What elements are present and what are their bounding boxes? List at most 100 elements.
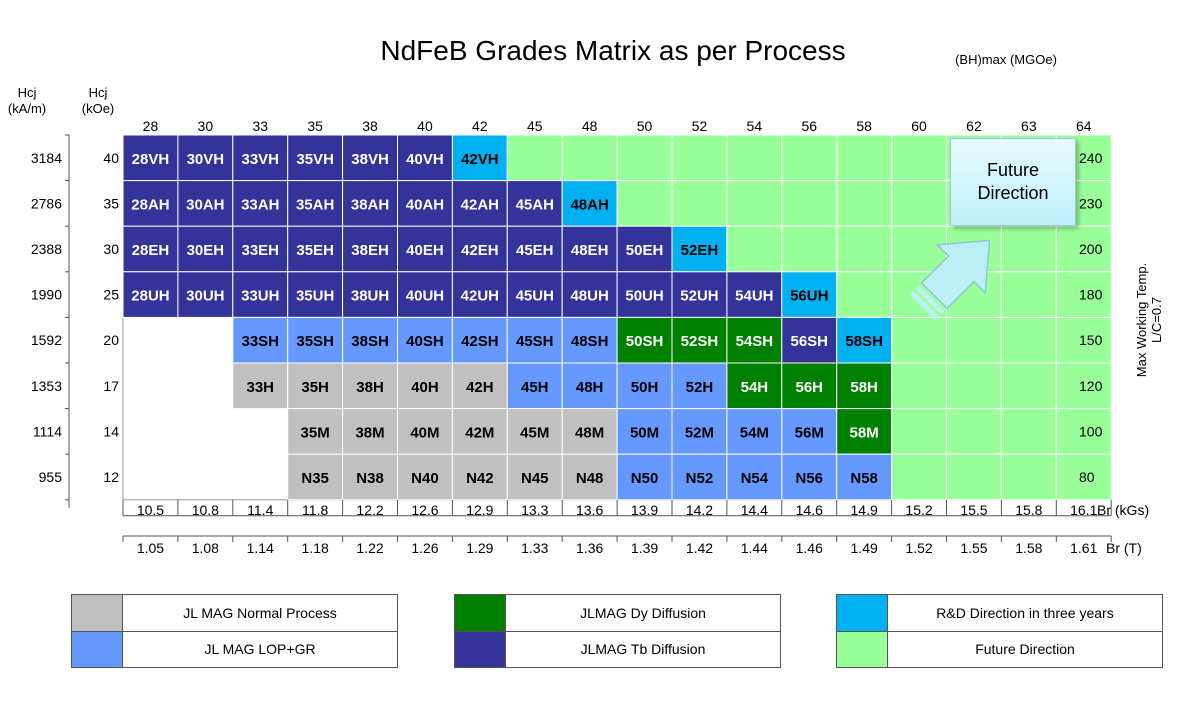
bhmax-tick-label: 58 [856,118,872,134]
grade-label: 35H [301,379,329,396]
cell-tb [287,225,344,273]
cell-lop [506,362,563,410]
cell-normal [397,362,453,410]
br-t-tick-label: 1.58 [1015,540,1042,556]
grade-label: N54 [741,470,769,487]
hcj-kam-title: Hcj [18,85,37,100]
cell-tb [561,225,618,273]
cell-tb [287,180,344,227]
cell-dy [671,316,728,364]
cell-tb [616,271,673,318]
axes: 28 30 33 35 38 40 42 45 48 50 52 54 56 58 60 62 63 642402… [8,85,1164,556]
cell-tb [287,134,344,182]
br-kgs-tick-label: 14.2 [686,502,713,518]
br-kgs-tick-label: 13.9 [631,502,658,518]
max-temp-title: Max Working Temp. [1134,263,1149,377]
cell-future [726,225,783,273]
lc-ratio-label: L/C=0.7 [1149,297,1164,343]
cell-future [781,180,838,227]
grade-label: 35M [301,424,330,441]
bhmax-tick-label: 30 [198,118,214,134]
hcj-koe-tick-label: 14 [103,423,119,439]
grade-label: N56 [795,470,823,487]
grade-label: N52 [686,470,714,487]
grade-label: 30VH [187,151,225,168]
cell-future [891,180,947,227]
grade-label: 35UH [296,288,334,305]
grade-label: N58 [850,470,878,487]
cell-normal [287,453,344,501]
hcj-koe-tick-label: 25 [103,287,119,303]
br-kgs-tick-label: 10.5 [137,502,164,518]
cell-lop [561,362,618,410]
hcj-koe-tick-label: 30 [103,241,119,257]
grade-label: 48M [575,424,604,441]
cell-future [1000,271,1057,318]
grade-label: 54UH [735,288,773,305]
br-kgs-tick-label: 14.9 [851,502,878,518]
bhmax-axis-title: (BH)max (MGOe) [955,52,1057,67]
grade-label: 28EH [132,242,170,259]
grade-label: 42M [465,424,494,441]
grade-label: N35 [301,470,329,487]
future-callout-line2: Direction [977,183,1049,203]
cell-future [781,134,838,182]
cell-tb [342,180,399,227]
cell-tb [122,225,179,273]
cell-future [1000,408,1057,455]
cell-tb [177,225,234,273]
grade-label: N42 [466,470,494,487]
br-t-tick-label: 1.39 [631,540,658,556]
grade-label: 48EH [571,242,609,259]
cell-future [891,408,947,455]
cell-lop [671,362,728,410]
grade-label: 30EH [187,242,225,259]
hcj-koe-tick-label: 20 [103,332,119,348]
cell-future [781,225,838,273]
max-temp-tick-label: 150 [1079,332,1103,348]
grade-label: 38H [356,379,384,396]
grade-grid: 28VH 30VH 33VH 35VH 38VH 40VH 42VH 28AH 30AH 33AH… [122,134,1112,501]
br-t-axis-title: Br (T) [1106,540,1142,556]
grade-label: 52SH [681,333,719,350]
grade-label: 58M [850,424,879,441]
cell-lop [616,408,673,455]
grade-label: 58SH [845,333,883,350]
cell-future [616,134,673,182]
br-kgs-tick-label: 12.2 [356,502,383,518]
cell-tb [342,134,399,182]
cell-normal [287,362,344,410]
br-t-tick-label: 1.61 [1070,540,1097,556]
grade-label: 40EH [406,242,444,259]
grade-label: 50M [630,424,659,441]
br-kgs-tick-label: 16.1 [1070,502,1097,518]
cell-future [1000,316,1057,364]
grade-label: 35AH [296,196,334,213]
cell-future [1055,225,1112,273]
cell-future [616,180,673,227]
grade-label: N40 [411,470,439,487]
cell-tb [671,271,728,318]
cell-future [836,225,893,273]
max-temp-tick-label: 230 [1079,195,1103,211]
cell-dy [726,362,783,410]
cell-normal [342,362,399,410]
cell-future [671,180,728,227]
grade-label: 40VH [406,151,444,168]
cell-future [1055,453,1112,501]
hcj-kam-tick-label: 1990 [31,287,62,303]
cell-lop [506,316,563,364]
hcj-kam-tick-label: 3184 [31,150,62,166]
cell-future [1000,453,1057,501]
bhmax-tick-label: 54 [747,118,763,134]
grade-label: 42H [466,379,494,396]
br-kgs-tick-label: 12.6 [411,502,438,518]
cell-normal [232,362,289,410]
grade-label: 54H [741,379,769,396]
br-t-tick-label: 1.52 [905,540,932,556]
cell-lop [836,453,893,501]
bhmax-tick-label: 40 [417,118,433,134]
cell-tb [342,225,399,273]
chart-title: NdFeB Grades Matrix as per Process [380,35,845,66]
grade-label: 52H [686,379,714,396]
